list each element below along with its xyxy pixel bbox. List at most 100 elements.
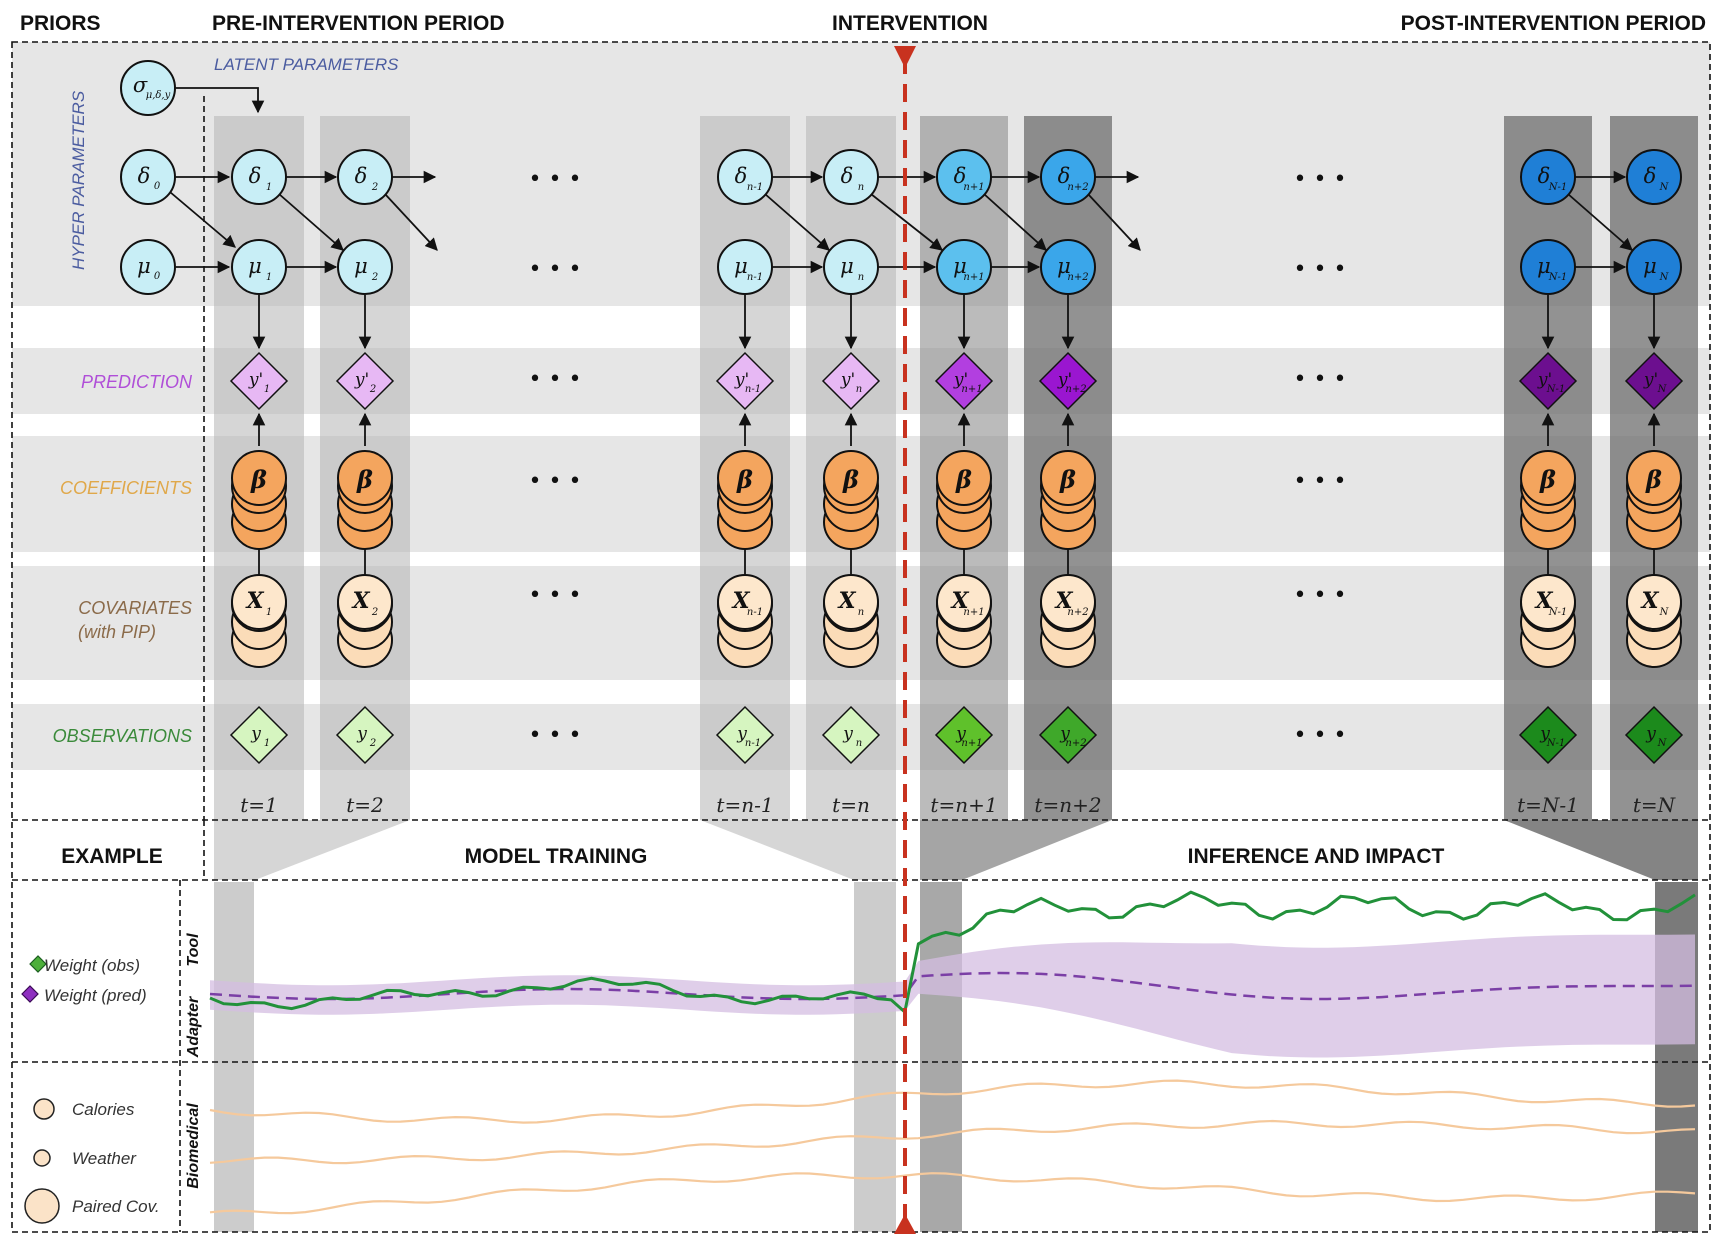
covariate-node-3 xyxy=(823,574,879,630)
prediction-symbol-1: y' xyxy=(354,370,369,390)
delta0-prior-node xyxy=(120,149,176,205)
mu-symbol-7: μ xyxy=(1643,254,1657,278)
prediction-subscript-7: N xyxy=(1657,384,1668,395)
delta-mu-link-4 xyxy=(1567,193,1633,251)
prediction-node-6 xyxy=(1518,351,1578,411)
paired-legend-marker xyxy=(24,1188,60,1224)
delta0-symbol: δ xyxy=(138,164,151,188)
prediction-subscript-6: N-1 xyxy=(1546,384,1566,395)
beta-symbol-4: β xyxy=(955,465,972,494)
observation-subscript-7: N xyxy=(1657,738,1668,749)
legend-weight-pred: Weight (pred) xyxy=(44,986,147,1005)
legend-paired: Paired Cov. xyxy=(72,1197,160,1216)
side-label-biomedical: Biomedical xyxy=(185,1103,202,1189)
observation-subscript-6: N-1 xyxy=(1546,738,1566,749)
mu-symbol-1: μ xyxy=(354,254,368,278)
ellipsis-1-2: • • • xyxy=(1294,367,1347,392)
legend-weight-obs: Weight (obs) xyxy=(44,956,140,975)
prediction-symbol-5: y' xyxy=(1057,370,1072,390)
beta-node-1 xyxy=(337,450,393,506)
mu-node-5 xyxy=(1040,239,1096,295)
mu-node-7 xyxy=(1626,239,1682,295)
delta-symbol-3: δ xyxy=(841,164,854,188)
covariate-node-2 xyxy=(717,574,773,630)
beta-node-7 xyxy=(1626,450,1682,506)
mu-symbol-0: μ xyxy=(248,254,262,278)
delta-symbol-4: δ xyxy=(954,164,967,188)
example-legend: Weight (obs) Weight (pred) Calories Weat… xyxy=(21,933,202,1224)
ellipsis-0-3: • • • xyxy=(529,469,582,494)
delta-mu-link-2 xyxy=(870,193,943,251)
beta-node-3 xyxy=(823,450,879,506)
ellipsis-0-2: • • • xyxy=(529,367,582,392)
covariate-symbol-1: X xyxy=(350,588,370,614)
delta-subscript-7: N xyxy=(1659,182,1670,193)
delta-subscript-1: 2 xyxy=(371,182,378,193)
beta-symbol-6: β xyxy=(1539,465,1556,494)
observation-subscript-4: n+1 xyxy=(961,738,982,749)
delta-symbol-5: δ xyxy=(1058,164,1071,188)
observation-subscript-0: 1 xyxy=(264,738,270,749)
prediction-series-line xyxy=(209,971,1696,1001)
observations-label: OBSERVATIONS xyxy=(53,726,192,746)
beta-node-4 xyxy=(936,450,992,506)
observation-node-1 xyxy=(335,705,395,765)
beta-symbol-0: β xyxy=(250,465,267,494)
ellipsis-0-0: • • • xyxy=(529,167,582,192)
mu-subscript-0: 1 xyxy=(266,272,272,283)
covariate-node-0 xyxy=(231,574,287,630)
delta-symbol-0: δ xyxy=(249,164,262,188)
example-title: EXAMPLE xyxy=(61,845,163,868)
delta-subscript-6: N-1 xyxy=(1548,182,1568,193)
prediction-band xyxy=(210,934,1695,1058)
prediction-symbol-3: y' xyxy=(840,370,855,390)
observation-subscript-1: 2 xyxy=(369,738,376,749)
observation-symbol-4: y xyxy=(955,724,966,744)
prediction-node-7 xyxy=(1624,351,1684,411)
pred-legend-marker xyxy=(21,985,39,1003)
header-intervention: INTERVENTION xyxy=(832,12,988,35)
covariate-node-5 xyxy=(1040,574,1096,630)
ellipsis-0-4: • • • xyxy=(529,583,582,608)
observation-symbol-2: y xyxy=(736,724,747,744)
ellipsis-markers: • • • • • • • • • • • • • • • • • • • • • • • •… xyxy=(529,167,1347,748)
delta0-subscript: 0 xyxy=(154,181,161,192)
mu-subscript-2: n-1 xyxy=(747,272,763,283)
header-pre-intervention: PRE-INTERVENTION PERIOD xyxy=(212,12,504,35)
covariate-series-2 xyxy=(209,1172,1696,1215)
sigma-prior-node xyxy=(120,60,176,116)
mu-node-1 xyxy=(337,239,393,295)
time-label-4: t=n+1 xyxy=(930,793,997,817)
mu-symbol-5: μ xyxy=(1057,254,1071,278)
ellipsis-1-4: • • • xyxy=(1294,583,1347,608)
covariate-subscript-6: N-1 xyxy=(1548,607,1568,618)
mu-subscript-5: n+2 xyxy=(1067,272,1088,283)
covariate-symbol-7: X xyxy=(1639,588,1659,614)
prediction-symbol-7: y' xyxy=(1643,370,1658,390)
delta-mu-trail-1 xyxy=(1087,193,1141,251)
time-label-2: t=n-1 xyxy=(716,793,773,817)
observation-symbol-5: y xyxy=(1059,724,1070,744)
beta-symbol-1: β xyxy=(356,465,373,494)
prediction-node-3 xyxy=(821,351,881,411)
observation-symbol-7: y xyxy=(1645,724,1656,744)
covariate-symbol-5: X xyxy=(1053,588,1073,614)
legend-calories: Calories xyxy=(72,1100,135,1119)
time-label-0: t=1 xyxy=(240,793,278,817)
covariate-subscript-2: n-1 xyxy=(747,607,763,618)
time-label-6: t=N-1 xyxy=(1517,793,1579,817)
covariate-series-0 xyxy=(209,1079,1696,1124)
delta-symbol-2: δ xyxy=(735,164,748,188)
time-columns: δ 1μ 1y' 1βX 1y 1t=1δ 2μ 2y' 2βX 2y 2t=2δ n-1μ n-1y'… xyxy=(229,149,1684,817)
covariate-subscript-4: n+1 xyxy=(963,607,984,618)
ellipsis-1-5: • • • xyxy=(1294,723,1347,748)
delta-symbol-6: δ xyxy=(1538,164,1551,188)
calories-legend-marker xyxy=(33,1098,55,1120)
beta-symbol-3: β xyxy=(842,465,859,494)
legend-weather: Weather xyxy=(72,1149,137,1168)
prediction-node-0 xyxy=(229,351,289,411)
mu-subscript-4: n+1 xyxy=(963,272,984,283)
time-label-7: t=N xyxy=(1633,793,1677,817)
observation-node-0 xyxy=(229,705,289,765)
